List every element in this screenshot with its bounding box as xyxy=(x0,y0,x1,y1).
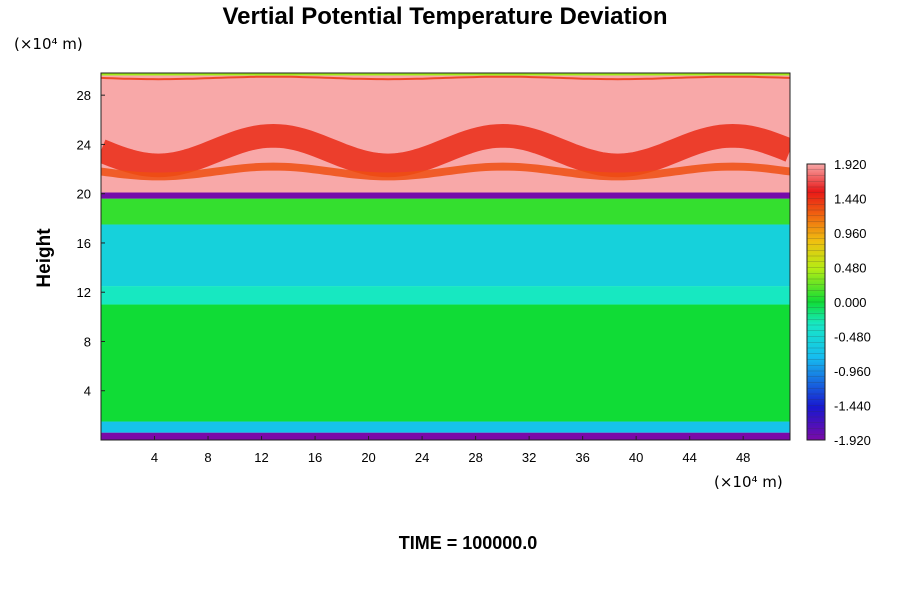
y-unit-label: (×10⁴ m) xyxy=(14,35,83,53)
x-tick-label: 4 xyxy=(151,450,158,465)
field-band-3 xyxy=(101,286,790,305)
wave-band-0 xyxy=(101,123,790,178)
y-tick-label: 28 xyxy=(77,88,91,103)
y-axis-ticks: 4 8 12 16 20 24 28 xyxy=(77,88,105,399)
x-unit-label: (×10⁴ m) xyxy=(714,473,783,491)
y-tick-label: 8 xyxy=(84,334,91,349)
colorbar: 1.920 1.440 0.960 0.480 0.000 -0.480 -0.960 -1.… xyxy=(806,157,871,448)
x-tick-label: 20 xyxy=(361,450,375,465)
field-band-8 xyxy=(101,73,790,76)
y-tick-label: 12 xyxy=(77,285,91,300)
y-axis-label: Height xyxy=(34,228,55,288)
x-tick-label: 12 xyxy=(254,450,268,465)
y-tick-label: 16 xyxy=(77,236,91,251)
x-tick-label: 44 xyxy=(682,450,696,465)
x-tick-label: 32 xyxy=(522,450,536,465)
field-band-2 xyxy=(101,304,790,422)
plot-area xyxy=(101,73,790,440)
field-band-5 xyxy=(101,198,790,225)
x-tick-label: 36 xyxy=(575,450,589,465)
x-axis-ticks: 4 8 12 16 20 24 28 32 36 40 44 48 xyxy=(151,436,750,465)
x-tick-label: 28 xyxy=(468,450,482,465)
x-tick-label: 24 xyxy=(415,450,429,465)
wave-band-2 xyxy=(101,75,790,81)
y-tick-label: 4 xyxy=(84,384,91,399)
colorbar-label: -1.440 xyxy=(834,399,871,414)
field-band-6 xyxy=(101,192,790,199)
colorbar-label: 0.480 xyxy=(834,261,867,276)
time-label: TIME = 100000.0 xyxy=(399,533,538,553)
colorbar-label: 1.920 xyxy=(834,157,867,172)
y-tick-label: 24 xyxy=(77,137,91,152)
colorbar-label: -0.960 xyxy=(834,364,871,379)
y-tick-label: 20 xyxy=(77,187,91,202)
plot-frame xyxy=(100,72,791,441)
x-tick-label: 16 xyxy=(308,450,322,465)
colorbar-label: 0.960 xyxy=(834,226,867,241)
field-band-1 xyxy=(101,421,790,433)
colorbar-label: -1.920 xyxy=(834,433,871,448)
colorbar-labels: 1.920 1.440 0.960 0.480 0.000 -0.480 -0.960 -1.… xyxy=(834,157,871,448)
colorbar-lines xyxy=(807,169,825,435)
colorbar-label: -0.480 xyxy=(834,330,871,345)
wave-band-1 xyxy=(101,162,790,181)
x-tick-label: 48 xyxy=(736,450,750,465)
x-tick-label: 40 xyxy=(629,450,643,465)
field-band-0 xyxy=(101,432,790,440)
colorbar-label: 1.440 xyxy=(834,192,867,207)
x-tick-label: 8 xyxy=(204,450,211,465)
field-band-4 xyxy=(101,224,790,287)
colorbar-label: 0.000 xyxy=(834,295,867,310)
chart-title: Vertial Potential Temperature Deviation xyxy=(222,3,667,30)
